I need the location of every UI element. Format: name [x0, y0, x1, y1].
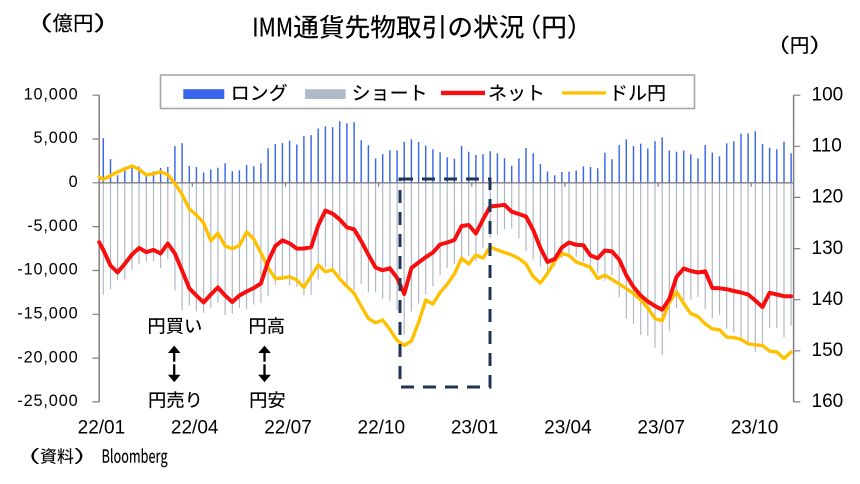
- svg-text:10,000: 10,000: [24, 85, 79, 103]
- svg-text:-5,000: -5,000: [27, 217, 78, 235]
- svg-text:-20,000: -20,000: [17, 348, 78, 366]
- svg-text:-15,000: -15,000: [17, 305, 78, 323]
- svg-text:22/04: 22/04: [171, 417, 219, 438]
- svg-text:0: 0: [69, 173, 79, 191]
- svg-text:23/01: 23/01: [451, 417, 499, 438]
- svg-text:-10,000: -10,000: [17, 261, 78, 279]
- svg-text:160: 160: [812, 391, 844, 412]
- svg-text:140: 140: [812, 289, 844, 310]
- svg-text:130: 130: [812, 238, 844, 259]
- svg-text:23/04: 23/04: [544, 417, 592, 438]
- svg-text:23/07: 23/07: [637, 417, 685, 438]
- svg-text:100: 100: [812, 84, 844, 105]
- svg-text:22/07: 22/07: [264, 417, 312, 438]
- svg-text:150: 150: [812, 340, 844, 361]
- svg-text:22/10: 22/10: [358, 417, 406, 438]
- svg-text:110: 110: [812, 136, 842, 157]
- svg-text:23/10: 23/10: [731, 417, 779, 438]
- svg-text:120: 120: [812, 187, 844, 208]
- svg-text:5,000: 5,000: [34, 129, 79, 147]
- svg-text:-25,000: -25,000: [17, 392, 78, 410]
- svg-text:22/01: 22/01: [78, 417, 126, 438]
